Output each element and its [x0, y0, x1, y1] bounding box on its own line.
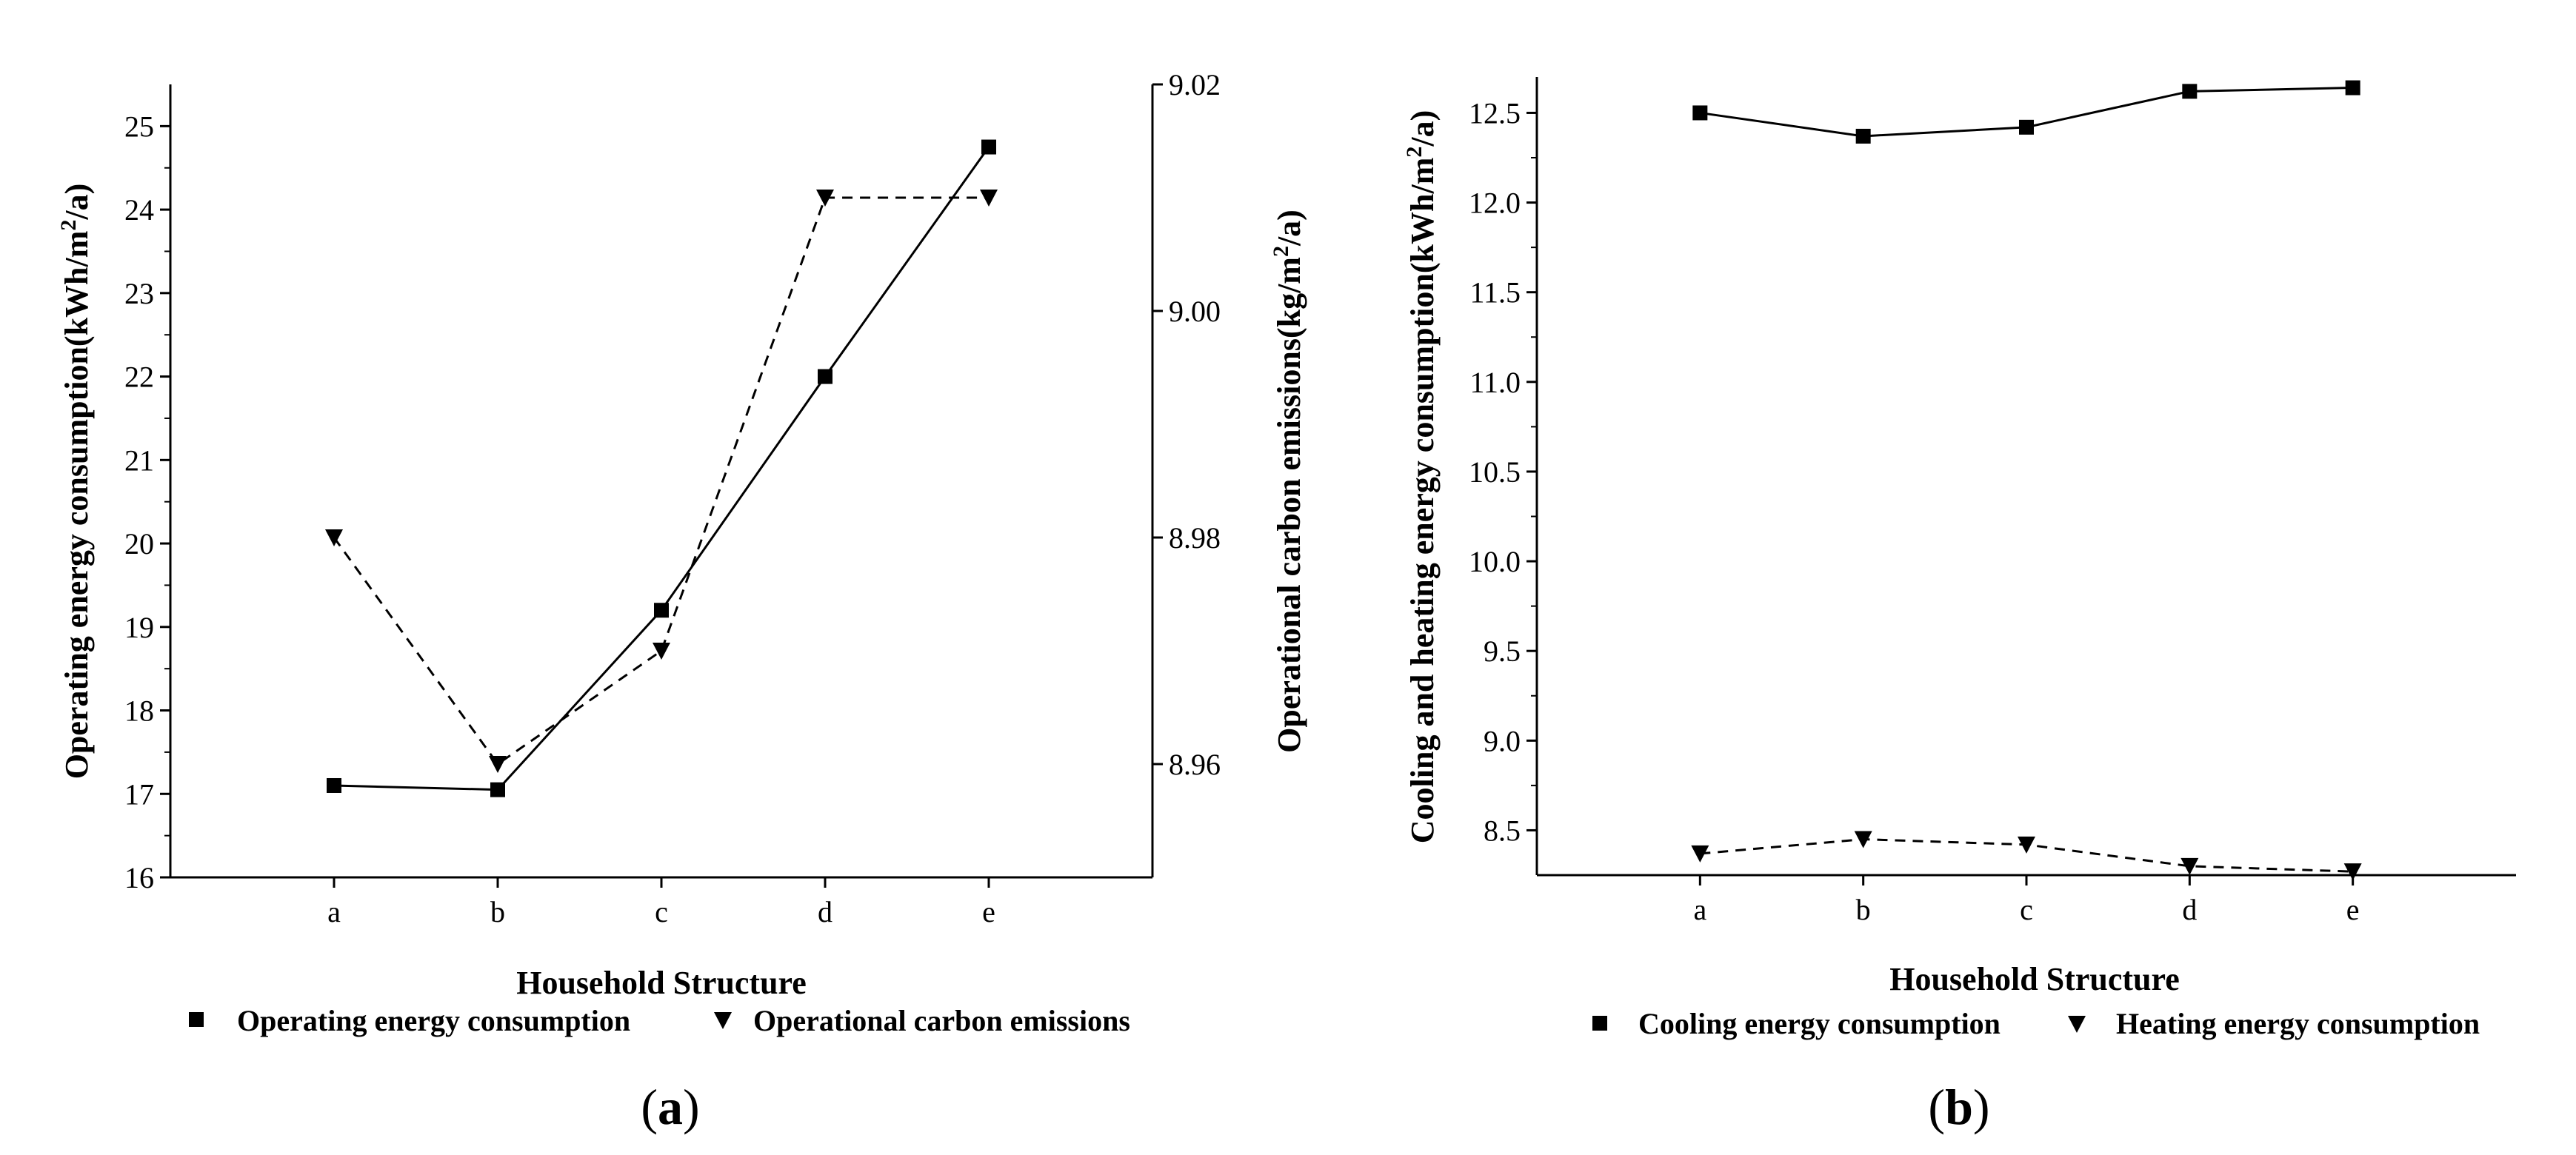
point-cooling-energy-consumption	[2019, 119, 2034, 135]
panel-b-series	[1691, 80, 2362, 881]
panel-a-left-tick-label: 19	[124, 611, 154, 644]
panel-a-left-tick-label: 18	[124, 694, 154, 728]
panel-b-left-tick-label: 10.5	[1469, 455, 1521, 489]
panel-a-right-tick-label: 9.00	[1169, 295, 1221, 328]
panel-a-left-tick-label: 20	[124, 527, 154, 560]
panel-b-left-tick-label: 9.5	[1484, 635, 1521, 668]
panel-a-left-tick-label: 22	[124, 361, 154, 394]
point-operational-carbon-emissions	[489, 756, 507, 773]
panel-a-legend-label-operational-carbon: Operational carbon emissions	[753, 1004, 1130, 1037]
panel-a-left-tick-label: 23	[124, 277, 154, 310]
panel-a-right-tick-label: 9.02	[1169, 68, 1221, 101]
panel-a-x-tick-label-c: c	[655, 895, 668, 928]
panel-a-x-tick-label-e: e	[982, 895, 995, 928]
point-operating-energy-consumption	[327, 777, 341, 793]
panel-b-x-title: Household Structure	[1889, 961, 2180, 997]
panel-b-left-tick-label: 11.0	[1469, 366, 1521, 399]
point-cooling-energy-consumption	[2182, 84, 2198, 99]
point-heating-energy-consumption	[2343, 863, 2362, 881]
point-cooling-energy-consumption	[1855, 128, 1871, 144]
point-operating-energy-consumption	[490, 782, 505, 797]
panel-a-left-tick-label: 17	[124, 777, 154, 811]
panel-a-x-tick-label-d: d	[818, 895, 832, 928]
panel-b-legend: Cooling energy consumption Heating energ…	[1592, 1007, 2480, 1040]
panel-a-right-tick-label: 8.98	[1169, 521, 1221, 555]
panel-b-x-tick-label-c: c	[2020, 893, 2033, 926]
point-operating-energy-consumption	[654, 603, 669, 618]
panel-a-label: (a)	[641, 1079, 699, 1135]
panel-b-x-tick-label-e: e	[2346, 893, 2360, 926]
series-line-operational-carbon-emissions	[333, 196, 989, 766]
series-line-operating-energy-consumption	[333, 146, 990, 791]
panel-b-axes	[1535, 77, 2516, 877]
panel-a-axes	[169, 84, 1154, 879]
panel-a-x-tick-label-a: a	[327, 895, 341, 928]
point-operating-energy-consumption	[981, 139, 996, 155]
point-cooling-energy-consumption	[1692, 105, 1708, 121]
panel-a-legend: Operating energy consumption Operational…	[189, 1004, 1130, 1037]
panel-b-legend-label-cooling: Cooling energy consumption	[1638, 1007, 2001, 1040]
panel-a-series	[325, 139, 998, 797]
panel-b-legend-triangle-marker	[2068, 1016, 2086, 1033]
panel-b-left-tick-label: 11.5	[1469, 276, 1521, 309]
panel-b-left-tick-label: 9.0	[1484, 724, 1521, 757]
panel-b-x-tick-label-d: d	[2182, 893, 2197, 926]
panel-b-x-tick-label-b: b	[1856, 893, 1871, 926]
point-operational-carbon-emissions	[816, 190, 834, 207]
panel-a-x-tick-label-b: b	[490, 895, 505, 928]
panel-b-x-ticks: a b c d e	[1693, 875, 2360, 926]
panel-a-y-right-title: Operational carbon emissions(kg/m2/a)	[1269, 210, 1308, 753]
panel-a-chart: 16 17 18 19 20 21 22 23 24 25 8.96 8.98 9.00 9.02 a b…	[56, 68, 1308, 1135]
panel-b-left-tick-label: 8.5	[1484, 814, 1521, 847]
point-operating-energy-consumption	[818, 369, 832, 384]
panel-b-y-title: Cooling and heating energy consumption(k…	[1402, 110, 1441, 843]
panel-b-left-tick-label: 10.0	[1469, 545, 1521, 578]
panel-b-label: (b)	[1928, 1079, 1989, 1135]
panel-a-legend-triangle-marker	[714, 1012, 732, 1029]
point-operational-carbon-emissions	[325, 529, 343, 546]
panel-a-left-tick-label: 24	[124, 193, 154, 227]
point-heating-energy-consumption	[2180, 857, 2199, 875]
panel-a-left-tick-label: 16	[124, 861, 154, 894]
panel-b-left-tick-label: 12.0	[1469, 187, 1521, 220]
panel-b-x-tick-label-a: a	[1693, 893, 1706, 926]
panel-b-left-tick-label: 12.5	[1469, 96, 1521, 130]
panel-a-right-ticks: 8.96 8.98 9.00 9.02	[1152, 68, 1221, 781]
panel-b-left-ticks: 8.5 9.0 9.5 10.0 10.5 11.0 11.5 12.0 12.5	[1469, 96, 1537, 847]
panel-b-legend-label-heating: Heating energy consumption	[2116, 1007, 2480, 1040]
point-heating-energy-consumption	[2018, 836, 2035, 854]
panel-b-legend-square-marker	[1592, 1016, 1607, 1031]
point-cooling-energy-consumption	[2345, 80, 2360, 96]
panel-a-legend-square-marker	[189, 1012, 204, 1027]
panel-a-x-ticks: a b c d e	[327, 877, 995, 928]
panel-a-x-title: Household Structure	[516, 965, 807, 1001]
point-operational-carbon-emissions	[980, 190, 998, 207]
panel-a-left-ticks: 16 17 18 19 20 21 22 23 24 25	[124, 110, 170, 894]
panel-a-legend-label-operating-energy: Operating energy consumption	[237, 1004, 630, 1037]
point-heating-energy-consumption	[1854, 831, 1872, 848]
point-heating-energy-consumption	[1691, 845, 1709, 863]
panel-a-left-tick-label: 21	[124, 443, 154, 477]
panel-a-right-tick-label: 8.96	[1169, 748, 1221, 781]
panel-a-left-tick-label: 25	[124, 110, 154, 143]
point-operational-carbon-emissions	[653, 643, 670, 660]
panel-a-y-left-title: Operating energy consumption(kWh/m2/a)	[56, 184, 96, 780]
